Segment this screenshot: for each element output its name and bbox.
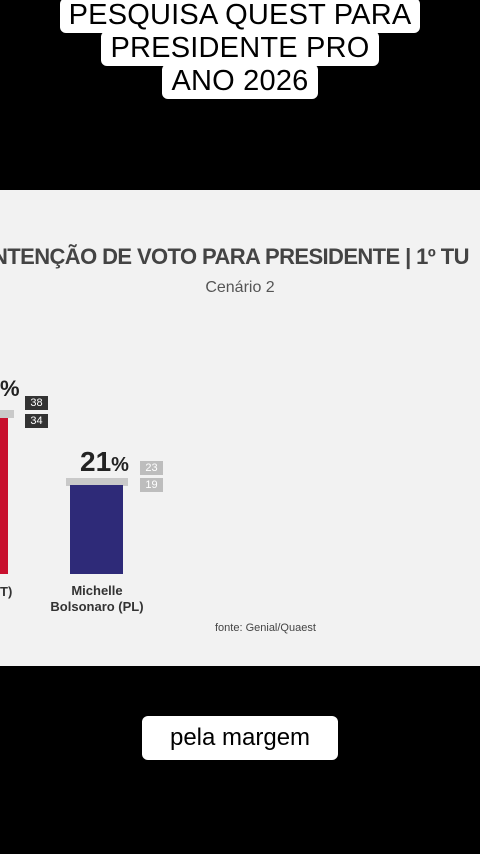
top-caption: PESQUISA QUEST PARA PRESIDENTE PRO ANO 2…: [0, 0, 480, 99]
bar1-cap: [0, 410, 14, 418]
bar2: [70, 485, 123, 574]
bar1: [0, 418, 8, 574]
chart-panel: NTENÇÃO DE VOTO PARA PRESIDENTE | 1º TU …: [0, 190, 480, 666]
chart-title: NTENÇÃO DE VOTO PARA PRESIDENTE | 1º TU: [0, 244, 469, 269]
bar2-name-line2: Bolsonaro (PL): [50, 599, 144, 614]
bar2-box-top: 23: [140, 461, 163, 475]
caption-line-1: PESQUISA QUEST PARA: [59, 0, 421, 33]
bar1-value: %: [0, 376, 20, 401]
bar1-box-top: 38: [25, 396, 48, 410]
bar1-name: T): [0, 584, 13, 599]
bar2-value: 21%: [80, 446, 129, 477]
bar2-name: Michelle Bolsonaro (PL): [36, 583, 158, 615]
chart-source: fonte: Genial/Quaest: [215, 622, 316, 634]
bar2-box-bottom: 19: [140, 478, 163, 492]
bar2-cap: [66, 478, 128, 486]
bottom-caption: pela margem: [142, 716, 338, 760]
bar2-name-line1: Michelle: [71, 583, 123, 598]
chart-subtitle: Cenário 2: [205, 279, 275, 296]
caption-line-3: ANO 2026: [162, 64, 318, 99]
caption-line-2: PRESIDENTE PRO: [101, 31, 379, 66]
bar1-box-bottom: 34: [25, 414, 48, 428]
